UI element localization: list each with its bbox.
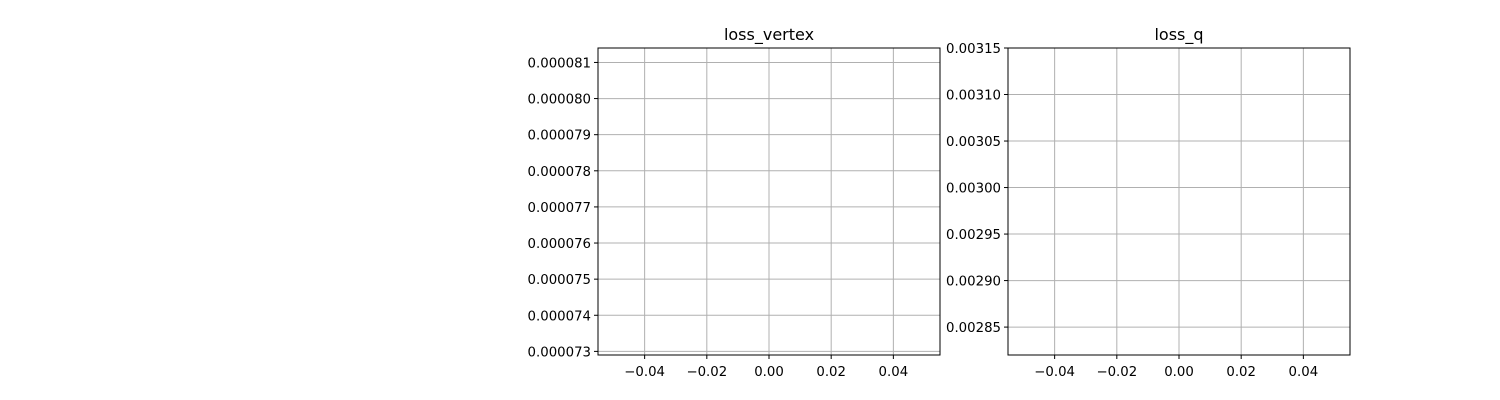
grid-loss-vertex [598, 48, 940, 355]
ticks-loss-q: −0.04 −0.02 0.00 0.02 0.04 0.00285 0.00290 0.00… [946, 42, 1318, 380]
y-tick-label: 0.000078 [528, 165, 591, 180]
y-tick-label: 0.000080 [528, 93, 591, 108]
y-tick-label: 0.00300 [946, 182, 1001, 197]
x-tick-label: −0.04 [624, 365, 665, 380]
y-tick-label: 0.000079 [528, 129, 591, 144]
y-tick-label: 0.00315 [946, 42, 1001, 57]
x-tick-label: 0.04 [1289, 365, 1319, 380]
y-tick-label: 0.000081 [528, 56, 591, 71]
x-tick-label: −0.02 [1096, 365, 1137, 380]
y-tick-label: 0.000073 [528, 345, 591, 360]
x-tick-label: 0.00 [1164, 365, 1194, 380]
axes-loss-vertex: −0.04 −0.02 0.00 0.02 0.04 0.000073 0.000074 0.… [528, 25, 941, 380]
y-tick-label: 0.00310 [946, 89, 1001, 104]
axes-title-loss-vertex: loss_vertex [724, 25, 814, 45]
y-tick-label: 0.000075 [528, 273, 591, 288]
y-tick-label: 0.00285 [946, 321, 1001, 336]
y-tick-label: 0.00305 [946, 135, 1001, 150]
y-tick-label: 0.000077 [528, 201, 591, 216]
ticks-loss-vertex: −0.04 −0.02 0.00 0.02 0.04 0.000073 0.000074 0.… [528, 56, 909, 380]
axes-title-loss-q: loss_q [1154, 25, 1203, 45]
x-tick-label: −0.04 [1034, 365, 1075, 380]
grid-loss-q [1008, 47, 1350, 355]
x-tick-label: 0.02 [1226, 365, 1256, 380]
x-tick-label: 0.00 [754, 365, 784, 380]
axes-loss-q: −0.04 −0.02 0.00 0.02 0.04 0.00285 0.00290 0.00… [946, 25, 1351, 380]
y-tick-label: 0.00290 [946, 275, 1001, 290]
x-tick-label: 0.04 [879, 365, 909, 380]
y-tick-label: 0.000076 [528, 237, 591, 252]
x-tick-label: −0.02 [686, 365, 727, 380]
x-tick-label: 0.02 [816, 365, 846, 380]
y-tick-label: 0.00295 [946, 228, 1001, 243]
y-tick-label: 0.000074 [528, 309, 591, 324]
